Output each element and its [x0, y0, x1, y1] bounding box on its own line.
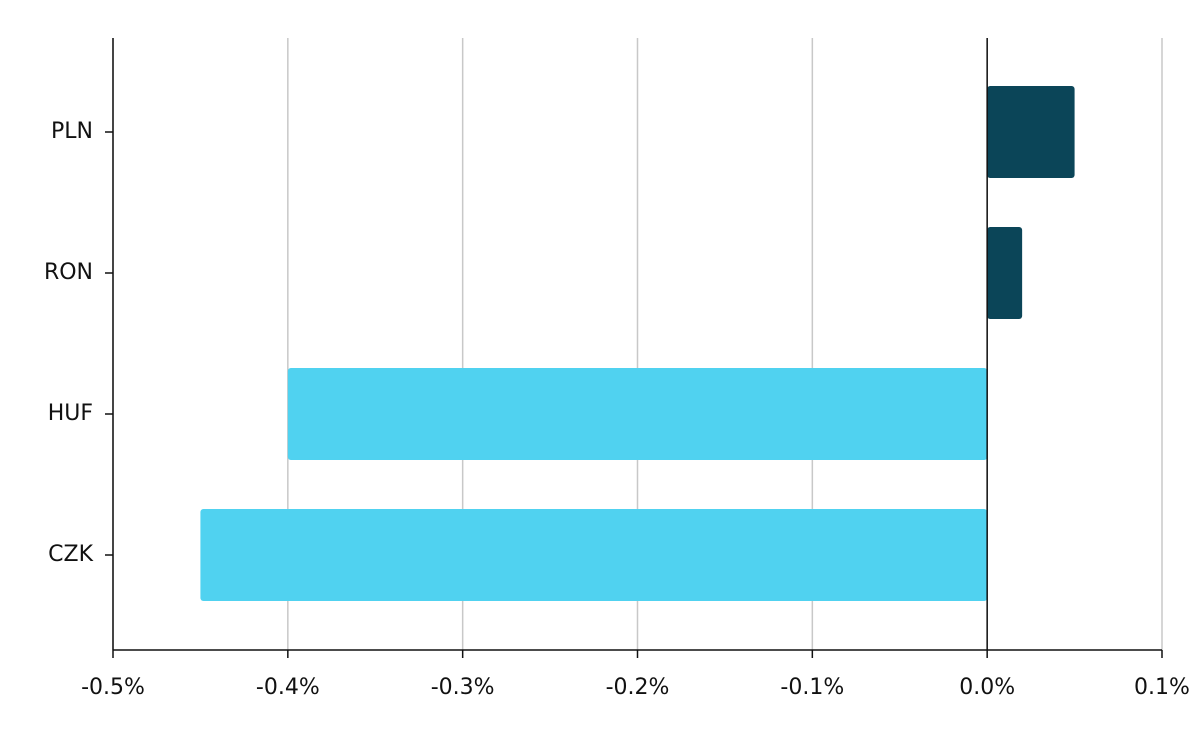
bar — [987, 86, 1075, 178]
x-tick-label: -0.1% — [780, 675, 844, 700]
x-tick-label: 0.1% — [1134, 675, 1190, 700]
x-tick-label: 0.0% — [959, 675, 1015, 700]
bar — [287, 368, 988, 460]
y-tick-label: HUF — [48, 401, 93, 426]
bar — [200, 509, 988, 601]
x-tick-label: -0.4% — [256, 675, 320, 700]
bar — [987, 227, 1023, 319]
y-tick-label: PLN — [51, 119, 93, 144]
y-tick-label: CZK — [48, 542, 93, 567]
y-tick-label: RON — [44, 260, 93, 285]
x-tick-label: -0.5% — [81, 675, 145, 700]
x-tick-label: -0.3% — [431, 675, 495, 700]
x-tick-label: -0.2% — [606, 675, 670, 700]
